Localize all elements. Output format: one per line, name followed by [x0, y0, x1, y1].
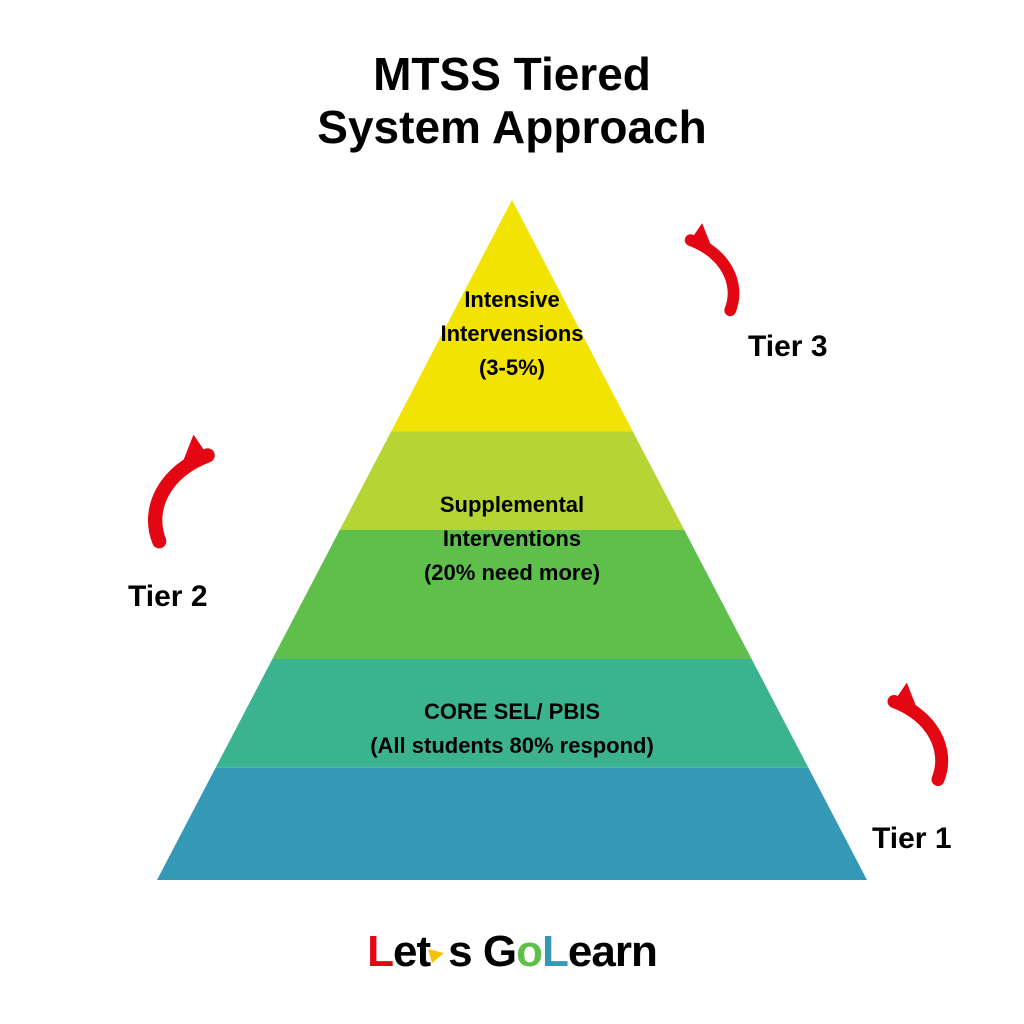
logo-part-sG: s G	[448, 927, 516, 977]
tier3-label: Tier 3	[748, 330, 828, 364]
title-line-2: System Approach	[0, 101, 1024, 154]
tier2-line3: (20% need more)	[157, 556, 867, 590]
logo-part-earn: earn	[568, 927, 657, 977]
tier1-line1: CORE SEL/ PBIS	[157, 695, 867, 729]
arrow-tier2-icon	[135, 440, 245, 550]
arrow-tier1-icon	[860, 680, 960, 795]
tier1-text: CORE SEL/ PBIS (All students 80% respond…	[157, 695, 867, 763]
logo-part-o: o	[516, 927, 542, 977]
logo-lets-go-learn: Let s Go Learn	[0, 926, 1024, 982]
page-title: MTSS Tiered System Approach	[0, 48, 1024, 154]
logo-part-L: L	[367, 927, 393, 977]
logo-part-L2: L	[542, 927, 568, 977]
logo-triangle-icon	[426, 926, 446, 976]
arrow-tier3-icon	[660, 225, 750, 320]
logo-part-et: et	[393, 927, 430, 977]
tier1-label: Tier 1	[872, 822, 952, 856]
tier3-line1: Intensive	[157, 283, 867, 317]
title-line-1: MTSS Tiered	[0, 48, 1024, 101]
mtss-pyramid: Intensive Intervensions (3-5%) Supplemen…	[157, 200, 867, 880]
tier2-line1: Supplemental	[157, 488, 867, 522]
band-5	[157, 768, 867, 880]
tier1-line2: (All students 80% respond)	[157, 729, 867, 763]
tier2-label: Tier 2	[128, 580, 208, 614]
tier2-text: Supplemental Interventions (20% need mor…	[157, 488, 867, 590]
tier2-line2: Interventions	[157, 522, 867, 556]
